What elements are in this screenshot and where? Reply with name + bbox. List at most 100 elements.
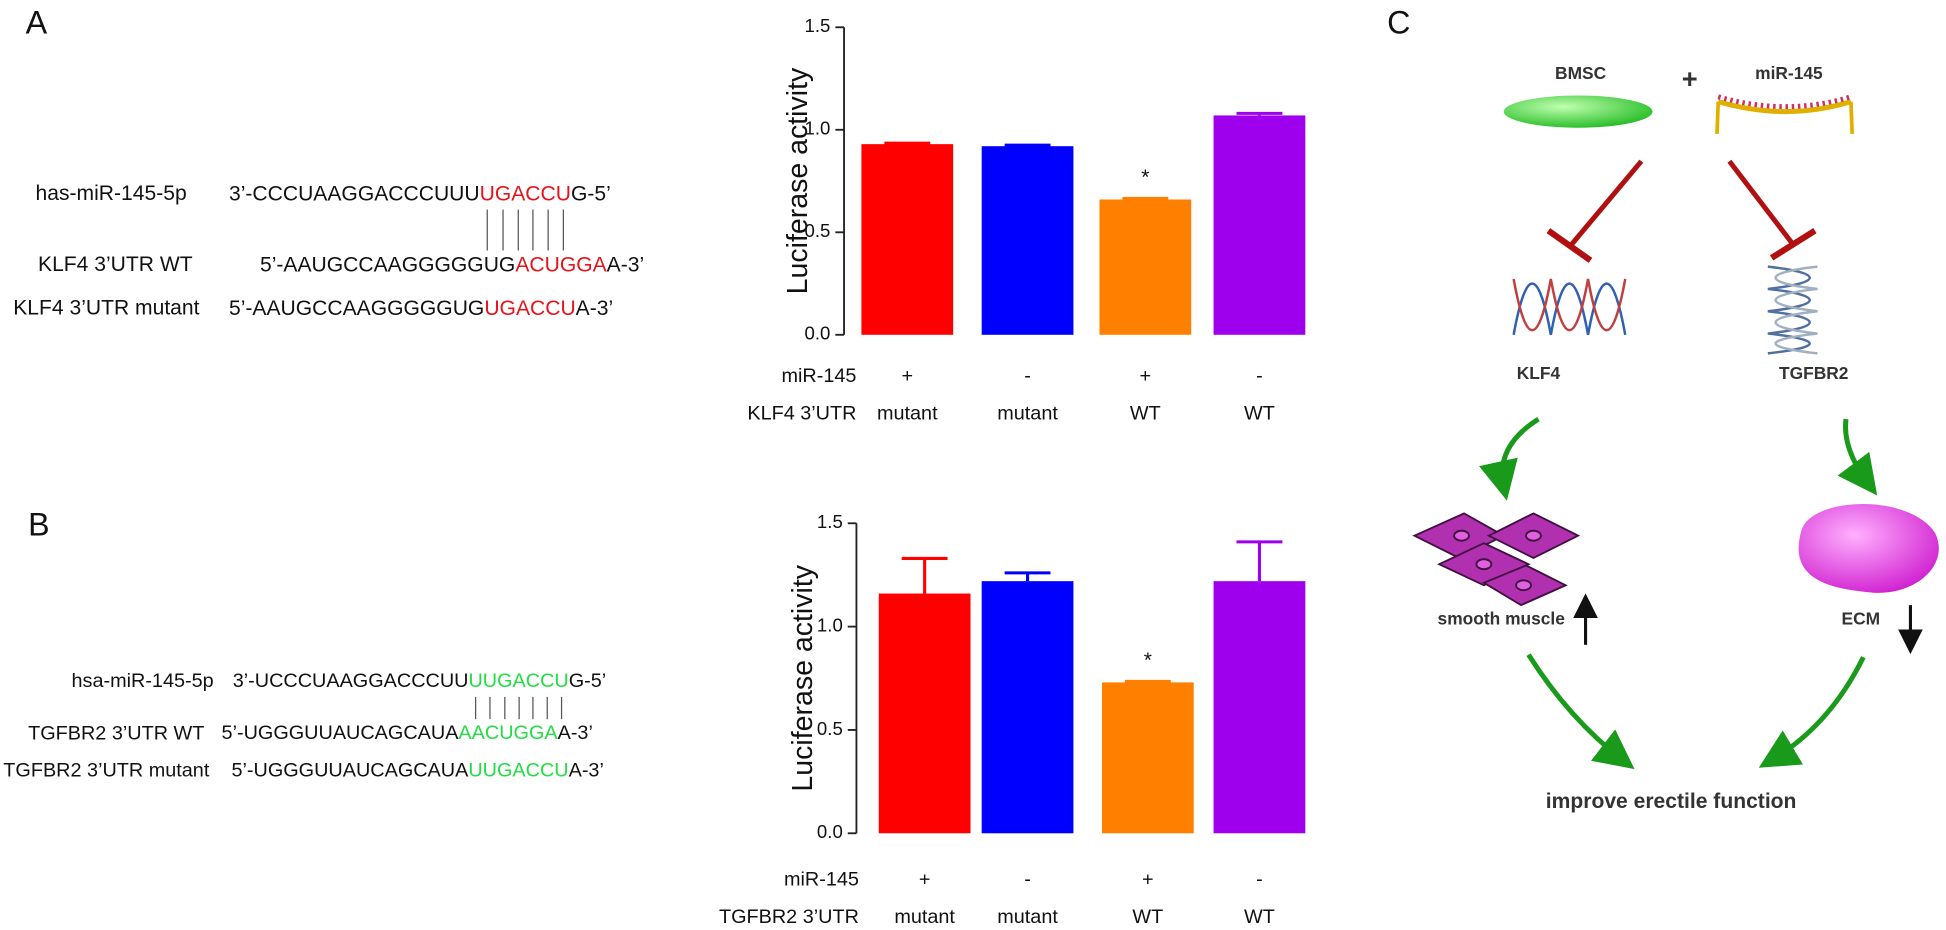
bar [1099,199,1192,335]
x-tick-label: - [1256,365,1263,387]
sequence-part: A-3’ [576,296,613,319]
error-bar [1124,679,1171,683]
diagram-label: KLF4 [1517,363,1561,383]
y-tick-label: 1.5 [817,511,843,532]
bar [1213,581,1306,834]
sequence-part: 5’-AAUGCCAAGGGGGUG [229,296,484,319]
x-tick-label: mutant [877,402,938,424]
y-tick-label: 1.0 [805,118,831,139]
x-tick-label: - [1024,365,1031,387]
sequence-label: has-miR-145-5p [36,182,187,205]
mirna-ends [1715,101,1855,134]
y-axis-label: Luciferase activity [787,564,819,791]
y-tick-label: 0.0 [805,323,831,344]
sequence-part: 3’-UCCCUAAGGACCCUU [233,670,469,692]
error-bar [1236,540,1283,582]
sequence-part: A-3’ [558,722,593,744]
diagram-label: improve erectile function [1546,790,1797,813]
x-tick-label: mutant [997,402,1058,424]
diagram-label: ECM [1842,609,1881,629]
inhibit-line [1568,159,1644,248]
arrow [1837,418,1878,496]
panel-label: B [28,507,50,543]
sequence-part: A-3’ [569,760,604,782]
arrow [1479,417,1540,501]
sequence: 5’-AAUGCCAAGGGGGUGUGACCUA-3’ [229,296,613,319]
sequence-match: UGACCU [480,182,571,205]
diagram-label: TGFBR2 [1779,363,1848,383]
significance-label: * [1144,649,1152,672]
bar [1213,115,1306,335]
sequence-match: UUGACCU [468,760,568,782]
row-label: miR-145 [784,869,859,891]
x-tick-label: WT [1244,906,1275,928]
row-label: miR-145 [782,365,857,387]
bar [981,581,1074,834]
inhibit-bar [1546,228,1593,263]
diagram-shapes [1412,94,1939,770]
x-tick-label: WT [1132,906,1163,928]
error-bar [1004,143,1051,147]
error-bar [1236,111,1283,116]
x-tick-label: - [1024,869,1031,891]
x-tick-label: mutant [894,906,955,928]
y-tick-label: 1.5 [805,15,831,36]
panel-label: A [26,4,48,40]
sequence-match: AACUGGA [458,722,558,744]
sequence-match: ACUGGA [515,253,607,276]
x-tick-label: - [1256,869,1263,891]
sequence: 5’-UGGGUUAUCAGCAUAUUGACCUA-3’ [231,760,603,782]
x-tick-label: + [919,869,931,891]
x-tick-label: + [1140,365,1152,387]
row-label: KLF4 3’UTR [747,402,856,424]
y-tick-label: 1.0 [817,615,843,636]
bar [1101,682,1194,834]
sequence-part: 5’-UGGGUUAUCAGCAUA [222,722,460,744]
bar [878,593,971,834]
y-axis-label: Luciferase activity [782,67,814,294]
y-tick-label: 0.5 [805,220,831,241]
diagram-label: + [1682,63,1698,94]
error-bar [884,141,931,145]
x-tick-label: WT [1244,402,1275,424]
dna-helix [1512,278,1627,336]
error-bar [901,556,948,594]
mirna-bases [1717,94,1852,110]
sequence-part: 3’-CCCUAAGGACCCUUU [229,182,480,205]
x-tick-label: + [901,365,913,387]
inhibit-line [1727,159,1796,248]
x-tick-label: + [1142,869,1154,891]
ecm-blob [1798,504,1939,593]
error-bar [1122,196,1169,201]
sequence-part: A-3’ [607,253,644,276]
sequence: 5’-UGGGUUAUCAGCAUAAACUGGAA-3’ [222,722,593,744]
smooth-muscle-cells [1412,512,1581,607]
row-label: TGFBR2 3’UTR [719,906,859,928]
x-tick-label: mutant [997,906,1058,928]
sequence-label: hsa-miR-145-5p [72,670,214,692]
bar [861,144,954,335]
arrow [1526,653,1635,770]
sequence-label: KLF4 3’UTR mutant [13,296,199,319]
sequence-label: KLF4 3’UTR WT [38,253,193,276]
mirna-strand [1717,99,1852,115]
bar [981,146,1074,335]
error-bar [1004,571,1051,582]
panel-label: C [1387,4,1410,40]
sequence-match: UUGACCU [468,670,568,692]
diagram-label: smooth muscle [1438,609,1566,629]
sequence-part: 5’-UGGGUUAUCAGCAUA [231,760,469,782]
x-tick-label: WT [1130,402,1161,424]
dna-helix [1767,265,1818,355]
sequence-part: G-5’ [571,182,611,205]
significance-label: * [1141,166,1149,189]
inhibit-bar [1769,228,1817,261]
y-tick-label: 0.0 [817,821,843,842]
y-tick-label: 0.5 [817,718,843,739]
sequence-part: 5’-AAUGCCAAGGGGGUG [260,253,515,276]
arrow [1758,656,1866,768]
sequence-label: TGFBR2 3’UTR mutant [3,760,210,782]
sequence: 3’-CCCUAAGGACCCUUUUGACCUG-5’ [229,182,611,205]
